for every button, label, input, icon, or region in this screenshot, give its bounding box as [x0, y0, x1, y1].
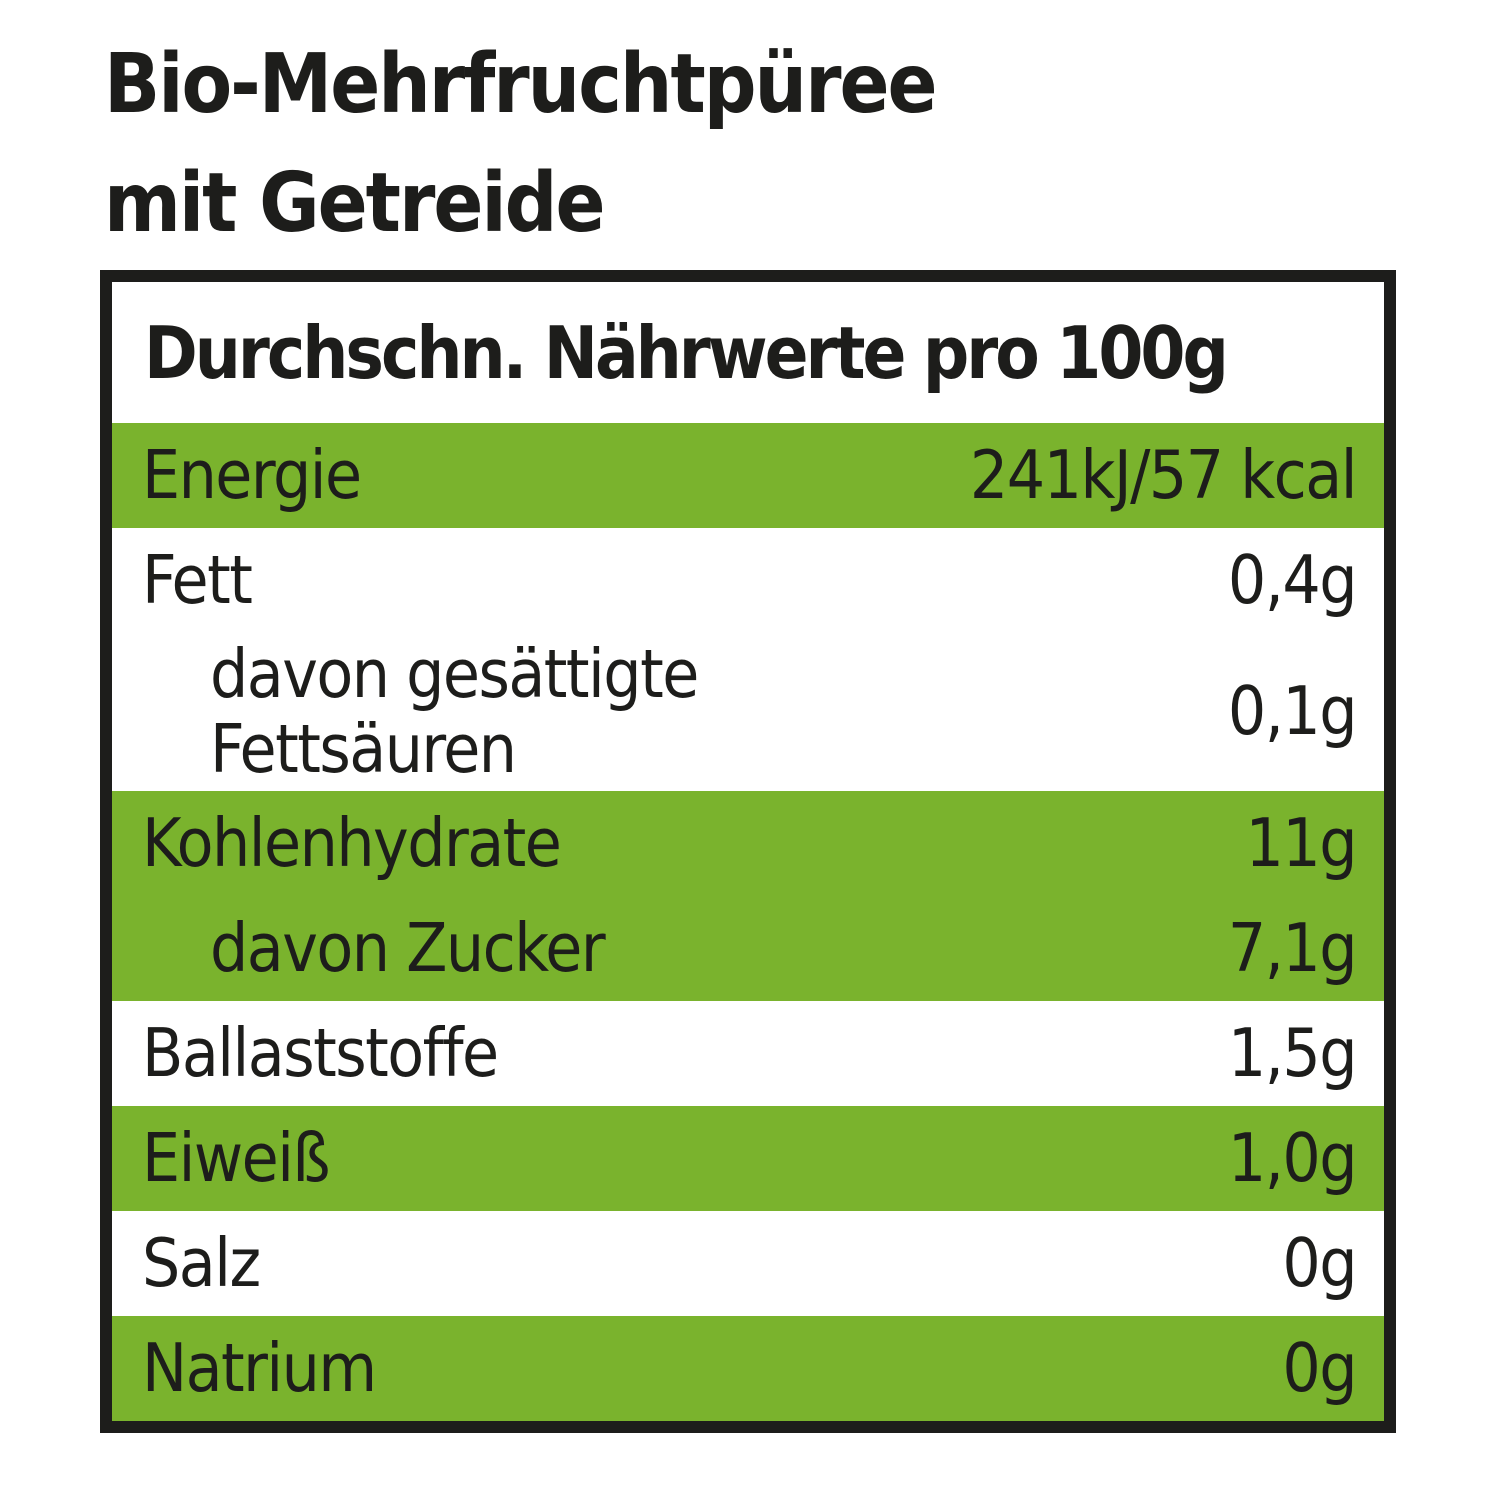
table-row-eiweiss: Eiweiß 1,0g — [112, 1105, 1384, 1211]
nutrient-name: davon Zucker — [210, 908, 606, 987]
nutrient-value: 0,4g — [1227, 540, 1358, 619]
nutrition-table: Durchschn. Nährwerte pro 100g Energie 24… — [100, 270, 1396, 1433]
nutrient-value: 0g — [1282, 1223, 1357, 1302]
nutrient-value: 241kJ/57 kcal — [969, 435, 1358, 514]
nutrient-name: Natrium — [142, 1328, 377, 1407]
nutrient-name: Salz — [142, 1223, 261, 1302]
table-row-kohlenhydrate: Kohlenhydrate 11g — [112, 790, 1384, 896]
nutrient-name: davon gesättigte Fettsäuren — [210, 634, 699, 788]
nutrient-name: Fett — [142, 540, 253, 619]
nutrient-value: 1,0g — [1227, 1118, 1358, 1197]
nutrient-name: Kohlenhydrate — [142, 803, 562, 882]
nutrient-value: 0,1g — [1227, 672, 1358, 751]
table-row-zucker: davon Zucker 7,1g — [112, 895, 1384, 1001]
nutrient-name: Energie — [142, 435, 362, 514]
nutrient-name: Ballaststoffe — [142, 1013, 499, 1092]
product-title-line2: mit Getreide — [104, 155, 606, 251]
nutrient-value: 11g — [1245, 803, 1358, 882]
nutrient-value: 0g — [1282, 1328, 1357, 1407]
nutrition-table-header: Durchschn. Nährwerte pro 100g — [144, 311, 1229, 395]
nutrient-value: 1,5g — [1227, 1013, 1358, 1092]
nutrient-value: 7,1g — [1227, 908, 1358, 987]
table-row-gesaettigte-fettsaeuren: davon gesättigte Fettsäuren 0,1g — [112, 632, 1384, 791]
table-row-fett: Fett 0,4g — [112, 527, 1384, 633]
product-title: Bio-Mehrfruchtpüree mit Getreide — [104, 26, 938, 264]
table-row-natrium: Natrium 0g — [112, 1315, 1384, 1421]
table-row-salz: Salz 0g — [112, 1210, 1384, 1316]
table-row-ballaststoffe: Ballaststoffe 1,5g — [112, 1000, 1384, 1106]
nutrient-name: Eiweiß — [142, 1118, 330, 1197]
table-row-energie: Energie 241kJ/57 kcal — [112, 422, 1384, 528]
product-title-line1: Bio-Mehrfruchtpüree — [104, 37, 938, 132]
